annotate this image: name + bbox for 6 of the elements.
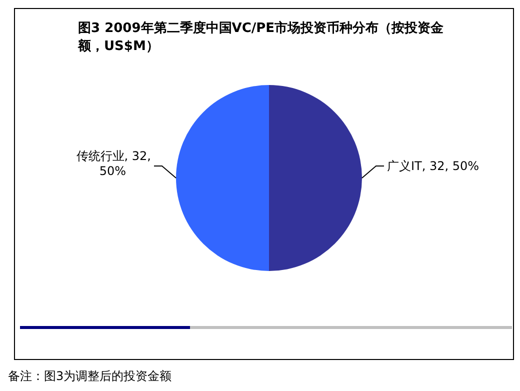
slice-label: 广义IT, 32, 50%	[387, 159, 480, 173]
pie-slice	[176, 85, 269, 271]
slice-label: 传统行业, 32, 50%	[76, 149, 151, 178]
pie-slice	[269, 85, 362, 271]
chart-title: 图3 2009年第二季度中国VC/PE市场投资币种分布（按投资金额，US$M）	[78, 20, 445, 56]
text: 备注：图3为调整后的投资金额	[8, 368, 172, 385]
